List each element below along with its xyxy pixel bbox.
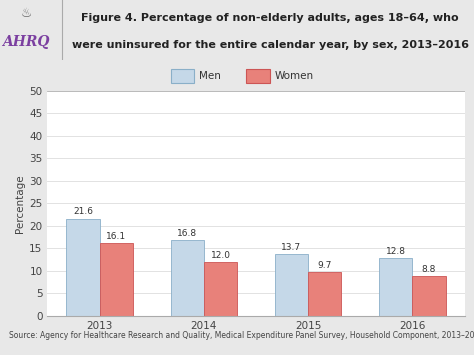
Text: 9.7: 9.7 [318,261,332,270]
Text: 13.7: 13.7 [281,243,301,252]
Text: were uninsured for the entire calendar year, by sex, 2013–2016: were uninsured for the entire calendar y… [72,40,469,50]
Text: 21.6: 21.6 [73,207,93,216]
Text: Figure 4. Percentage of non-elderly adults, ages 18–64, who: Figure 4. Percentage of non-elderly adul… [82,13,459,23]
Bar [308,272,341,316]
Text: 12.8: 12.8 [385,247,406,256]
Bar [171,240,204,316]
Bar [66,219,100,316]
Bar [412,276,446,316]
Bar [204,262,237,316]
Text: 12.0: 12.0 [210,251,230,260]
Text: 16.1: 16.1 [106,232,127,241]
Bar [100,244,133,316]
Text: Men: Men [199,71,221,81]
Y-axis label: Percentage: Percentage [15,174,25,233]
FancyBboxPatch shape [246,69,270,83]
FancyBboxPatch shape [171,69,194,83]
Text: AHRQ: AHRQ [2,35,50,49]
Bar [379,258,412,316]
Text: ♨: ♨ [20,7,32,20]
Bar [275,254,308,316]
Text: 16.8: 16.8 [177,229,197,238]
Text: 8.8: 8.8 [422,265,436,274]
Text: Women: Women [275,71,314,81]
Text: Source: Agency for Healthcare Research and Quality, Medical Expenditure Panel Su: Source: Agency for Healthcare Research a… [9,331,474,340]
